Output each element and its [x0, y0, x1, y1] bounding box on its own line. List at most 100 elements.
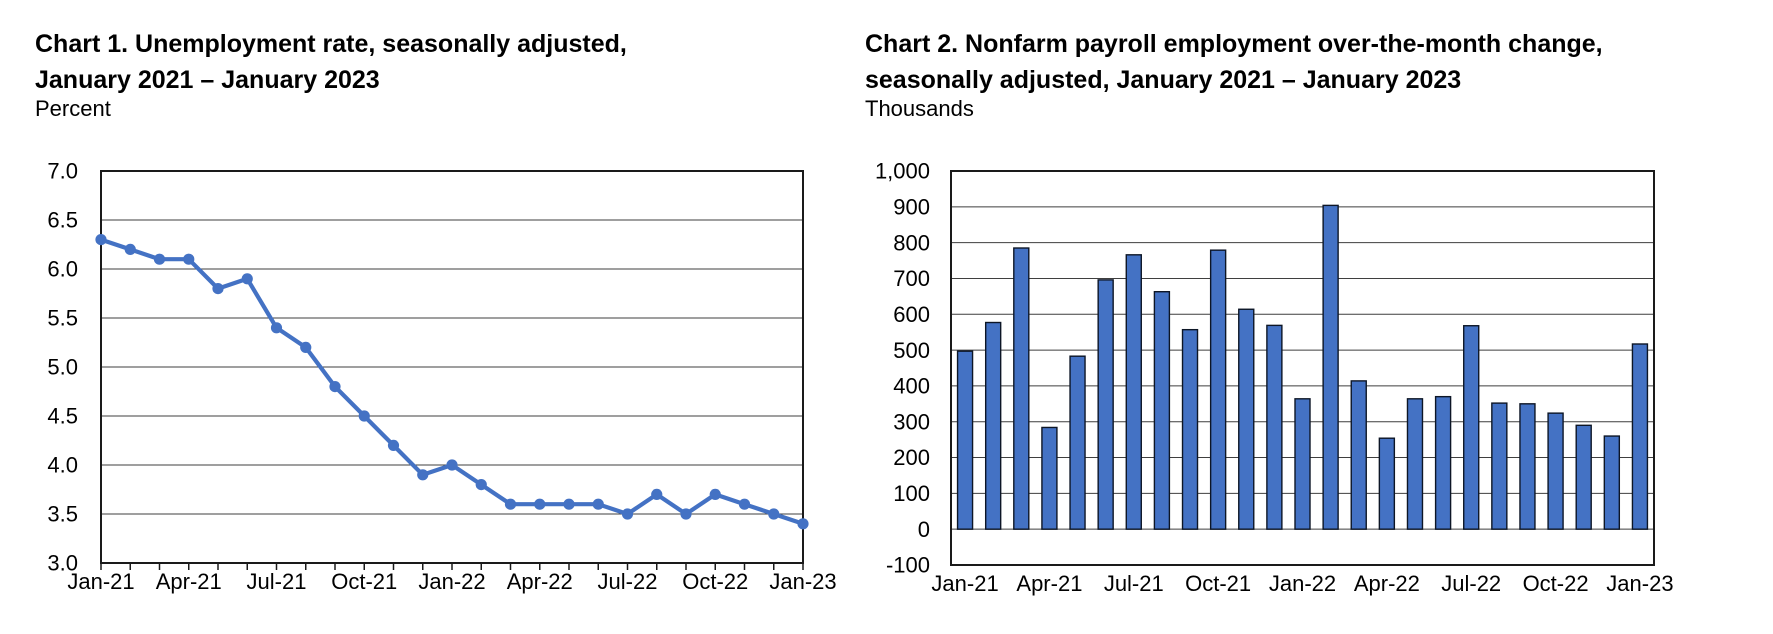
payroll-bar	[1378, 437, 1396, 530]
payroll-bar	[1575, 424, 1592, 530]
x-tick-label: Oct-22	[1523, 571, 1589, 596]
data-point	[300, 341, 312, 353]
data-point	[358, 410, 370, 422]
y-tick-label: 7.0	[47, 159, 78, 184]
payroll-bar	[1209, 249, 1227, 530]
x-tick-label: Apr-22	[1354, 571, 1420, 596]
y-tick-label: 0	[918, 517, 930, 542]
chart2-title-line1: Chart 2. Nonfarm payroll employment over…	[865, 30, 1603, 58]
y-tick-label: 400	[893, 374, 930, 399]
data-point	[475, 479, 487, 491]
x-tick-label: Jan-21	[931, 571, 998, 596]
y-tick-label: 5.5	[47, 306, 78, 331]
y-tick-label: 500	[893, 338, 930, 363]
payroll-bar	[1294, 398, 1311, 530]
x-tick-label: Jul-21	[1104, 571, 1164, 596]
chart2-title: Chart 2. Nonfarm payroll employment over…	[865, 26, 1603, 98]
payroll-bar	[1153, 291, 1171, 530]
y-tick-label: 300	[893, 409, 930, 434]
x-tick-label: Apr-21	[156, 569, 222, 594]
data-point	[329, 381, 341, 393]
data-point	[768, 508, 780, 520]
payroll-bar	[1463, 325, 1480, 530]
data-point	[621, 508, 634, 520]
chart1-title: Chart 1. Unemployment rate, seasonally a…	[35, 26, 627, 98]
payroll-bar	[956, 350, 974, 530]
plot-border	[950, 170, 1655, 566]
y-tick-label: 6.0	[47, 257, 78, 282]
payroll-bar	[1491, 402, 1508, 530]
chart2-title-line2: seasonally adjusted, January 2021 – Janu…	[865, 66, 1462, 94]
data-point	[738, 498, 751, 510]
data-point	[387, 439, 400, 451]
y-tick-label: 700	[893, 266, 930, 291]
x-tick-label: Jul-22	[1441, 571, 1501, 596]
payroll-bar	[1266, 324, 1283, 530]
unemployment-line	[98, 237, 806, 526]
payroll-bar	[1069, 355, 1086, 530]
y-tick-label: 100	[893, 481, 930, 506]
payroll-bar	[1631, 343, 1649, 530]
chart1-unit-label: Percent	[35, 96, 111, 121]
data-point	[417, 469, 429, 481]
x-tick-label: Jan-22	[1269, 571, 1336, 596]
y-tick-label: 3.0	[47, 551, 78, 576]
data-point	[183, 253, 195, 265]
x-tick-label: Oct-22	[682, 569, 748, 594]
data-point	[124, 243, 136, 255]
payroll-bar	[1322, 204, 1339, 530]
payroll-bar	[1350, 380, 1367, 530]
x-tick-label: Jul-22	[598, 569, 658, 594]
data-point	[504, 498, 517, 510]
y-tick-label: 600	[893, 302, 930, 327]
data-point	[270, 322, 283, 334]
data-point	[563, 498, 575, 510]
y-tick-label: 800	[893, 230, 930, 255]
payroll-bar	[1238, 308, 1255, 530]
x-tick-label: Jan-23	[1606, 571, 1673, 596]
data-point	[212, 283, 224, 295]
y-tick-label: 3.5	[47, 502, 78, 527]
chart2-plot: 1,0009008007006005004003002001000-100Jan…	[875, 159, 1674, 596]
y-tick-label: 5.0	[47, 355, 78, 380]
x-tick-label: Oct-21	[1185, 571, 1251, 596]
payroll-bar	[1041, 426, 1058, 530]
chart1-title-line1: Chart 1. Unemployment rate, seasonally a…	[35, 30, 627, 58]
x-tick-label: Jan-21	[67, 569, 134, 594]
y-tick-label: 900	[893, 195, 930, 220]
x-tick-label: Apr-21	[1016, 571, 1082, 596]
chart1-title-line2: January 2021 – January 2023	[35, 66, 380, 94]
payroll-bar	[1406, 398, 1424, 530]
payroll-bar	[1181, 328, 1199, 530]
data-point	[241, 273, 253, 285]
payroll-bar	[1547, 412, 1564, 530]
data-point	[651, 488, 663, 500]
y-tick-label: 4.0	[47, 453, 78, 478]
data-point	[95, 234, 107, 246]
payroll-bar	[1603, 435, 1621, 530]
x-tick-label: Oct-21	[331, 569, 397, 594]
data-point	[534, 498, 546, 510]
data-point	[680, 508, 692, 520]
data-point	[709, 488, 721, 500]
y-tick-label: 4.5	[47, 404, 78, 429]
payroll-bar	[1434, 395, 1452, 530]
y-tick-label: -100	[886, 553, 930, 578]
payroll-bar	[1013, 247, 1030, 530]
payroll-bar	[1519, 403, 1536, 530]
payroll-bar	[1125, 254, 1142, 530]
data-point	[446, 459, 458, 471]
data-point	[797, 518, 809, 530]
x-tick-label: Jul-21	[247, 569, 307, 594]
data-point	[592, 498, 604, 510]
x-tick-label: Jan-22	[418, 569, 485, 594]
chart2-unit-label: Thousands	[865, 96, 974, 121]
payroll-bar	[984, 321, 1002, 530]
x-tick-label: Apr-22	[507, 569, 573, 594]
y-tick-label: 200	[893, 445, 930, 470]
x-tick-label: Jan-23	[769, 569, 836, 594]
payroll-bar	[1097, 279, 1114, 530]
